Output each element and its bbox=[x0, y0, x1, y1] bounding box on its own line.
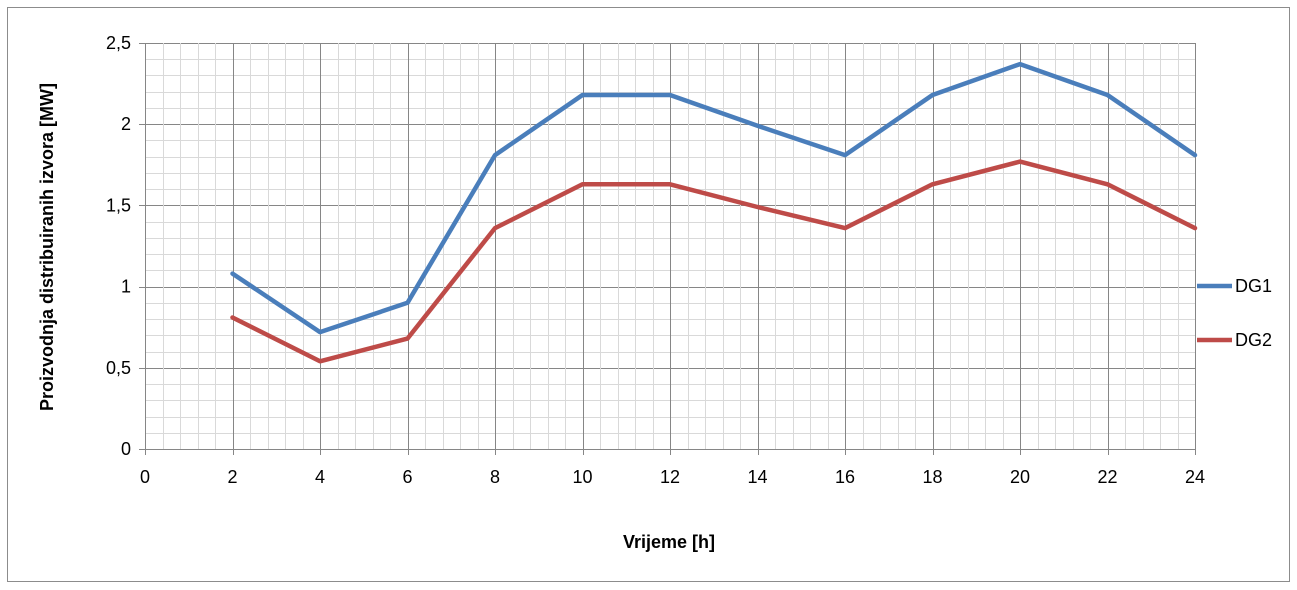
legend-label-dg1: DG1 bbox=[1235, 276, 1272, 296]
x-tick-label: 0 bbox=[140, 467, 150, 487]
y-axis-title: Proizvodnja distribuiranih izvora [MW] bbox=[37, 83, 57, 411]
x-tick-label: 12 bbox=[660, 467, 680, 487]
x-tick-label: 8 bbox=[490, 467, 500, 487]
x-tick-label: 16 bbox=[835, 467, 855, 487]
y-tick-label: 2 bbox=[121, 114, 131, 134]
x-axis-title: Vrijeme [h] bbox=[623, 532, 715, 552]
axes bbox=[139, 43, 1196, 455]
y-tick-label: 0 bbox=[121, 439, 131, 459]
y-tick-label: 1 bbox=[121, 277, 131, 297]
series-lines bbox=[230, 61, 1198, 364]
legend: DG1 DG2 bbox=[1197, 276, 1272, 350]
series-line-dg1 bbox=[230, 61, 1198, 335]
y-tick-label: 2,5 bbox=[106, 33, 131, 53]
x-tick-label: 14 bbox=[747, 467, 767, 487]
x-tick-label: 18 bbox=[922, 467, 942, 487]
x-tick-label: 10 bbox=[572, 467, 592, 487]
x-tick-label: 24 bbox=[1185, 467, 1205, 487]
x-tick-label: 6 bbox=[402, 467, 412, 487]
x-tick-label: 4 bbox=[315, 467, 325, 487]
legend-label-dg2: DG2 bbox=[1235, 330, 1272, 350]
x-tick-label: 2 bbox=[227, 467, 237, 487]
series-line-dg2 bbox=[230, 159, 1198, 364]
y-tick-label: 0,5 bbox=[106, 358, 131, 378]
x-tick-label: 22 bbox=[1097, 467, 1117, 487]
y-tick-label: 1,5 bbox=[106, 195, 131, 215]
x-tick-label: 20 bbox=[1010, 467, 1030, 487]
chart-border bbox=[7, 7, 1290, 582]
